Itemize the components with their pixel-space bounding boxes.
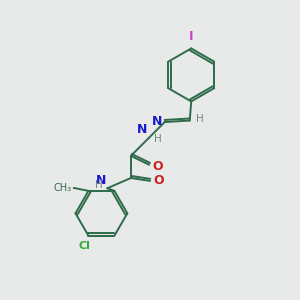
Text: H: H (196, 114, 204, 124)
Text: Cl: Cl (79, 241, 91, 251)
Text: I: I (189, 30, 194, 43)
Text: N: N (136, 123, 147, 136)
Text: H: H (94, 180, 102, 190)
Text: N: N (152, 115, 162, 128)
Text: H: H (154, 134, 162, 144)
Text: O: O (153, 174, 164, 188)
Text: CH₃: CH₃ (53, 183, 71, 193)
Text: O: O (152, 160, 163, 173)
Text: N: N (95, 173, 106, 187)
